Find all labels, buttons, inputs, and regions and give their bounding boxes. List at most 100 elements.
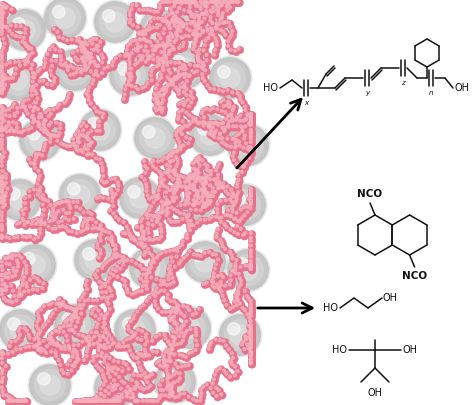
Circle shape [115, 274, 123, 282]
Circle shape [0, 60, 38, 100]
Circle shape [124, 362, 131, 370]
Circle shape [68, 323, 75, 330]
Circle shape [200, 72, 207, 79]
Circle shape [6, 399, 9, 402]
Circle shape [205, 0, 213, 8]
Circle shape [122, 278, 130, 286]
Circle shape [85, 279, 88, 282]
Circle shape [176, 72, 184, 79]
Circle shape [184, 328, 192, 336]
Circle shape [192, 172, 200, 179]
Circle shape [205, 5, 208, 8]
Circle shape [80, 42, 87, 49]
Circle shape [94, 324, 101, 332]
Circle shape [93, 225, 100, 233]
Circle shape [198, 0, 206, 7]
Circle shape [191, 172, 198, 180]
Circle shape [17, 130, 19, 133]
Circle shape [249, 113, 252, 116]
Circle shape [107, 197, 110, 200]
Circle shape [12, 128, 19, 136]
Circle shape [186, 0, 190, 3]
Circle shape [160, 394, 163, 396]
Circle shape [212, 266, 220, 274]
Circle shape [201, 176, 204, 179]
Circle shape [248, 322, 256, 330]
Circle shape [248, 130, 256, 137]
Circle shape [9, 274, 17, 281]
Circle shape [166, 207, 169, 210]
Circle shape [31, 187, 39, 194]
Circle shape [171, 45, 174, 48]
Circle shape [136, 241, 144, 249]
Circle shape [239, 208, 242, 211]
Circle shape [29, 66, 36, 74]
Circle shape [248, 316, 251, 319]
Circle shape [53, 328, 61, 336]
Circle shape [141, 272, 148, 279]
Circle shape [67, 66, 70, 68]
Circle shape [226, 1, 234, 9]
Circle shape [123, 87, 130, 94]
Circle shape [246, 148, 249, 151]
Circle shape [166, 350, 174, 358]
Circle shape [121, 278, 124, 281]
Circle shape [229, 214, 232, 217]
Circle shape [241, 136, 249, 144]
Circle shape [174, 208, 182, 216]
Circle shape [219, 284, 222, 287]
Circle shape [220, 29, 228, 36]
Circle shape [66, 199, 74, 207]
Circle shape [194, 201, 197, 204]
Circle shape [123, 318, 135, 330]
Circle shape [240, 305, 247, 313]
Circle shape [69, 145, 72, 148]
Circle shape [80, 333, 88, 341]
Circle shape [183, 332, 186, 335]
Circle shape [69, 368, 76, 375]
Circle shape [1, 36, 9, 44]
Circle shape [183, 319, 191, 326]
Circle shape [196, 168, 199, 171]
Circle shape [161, 177, 169, 185]
Circle shape [140, 374, 143, 377]
Circle shape [10, 288, 18, 296]
Circle shape [166, 200, 174, 207]
Circle shape [158, 6, 161, 9]
Circle shape [81, 399, 84, 402]
Circle shape [44, 198, 46, 201]
Circle shape [17, 330, 20, 333]
Circle shape [25, 268, 28, 271]
Circle shape [72, 141, 79, 149]
Circle shape [104, 353, 111, 360]
Circle shape [247, 264, 250, 267]
Circle shape [80, 398, 88, 405]
Circle shape [120, 379, 123, 383]
Circle shape [187, 0, 194, 7]
Circle shape [79, 46, 87, 53]
Circle shape [146, 40, 149, 43]
Circle shape [128, 21, 131, 24]
Circle shape [71, 343, 79, 350]
Circle shape [76, 36, 84, 44]
Circle shape [11, 105, 14, 109]
Circle shape [82, 45, 84, 47]
Circle shape [129, 388, 132, 391]
Circle shape [210, 214, 217, 222]
Circle shape [14, 34, 17, 37]
Circle shape [0, 180, 3, 183]
Circle shape [168, 31, 176, 38]
Circle shape [57, 131, 64, 138]
Circle shape [228, 187, 236, 194]
Circle shape [0, 182, 7, 190]
Circle shape [131, 355, 139, 362]
Circle shape [84, 115, 115, 145]
Circle shape [20, 281, 27, 289]
Circle shape [128, 319, 136, 326]
Circle shape [86, 66, 89, 69]
Circle shape [164, 162, 172, 170]
Circle shape [88, 343, 91, 346]
Circle shape [164, 368, 172, 375]
Circle shape [234, 295, 242, 303]
Circle shape [138, 385, 146, 393]
